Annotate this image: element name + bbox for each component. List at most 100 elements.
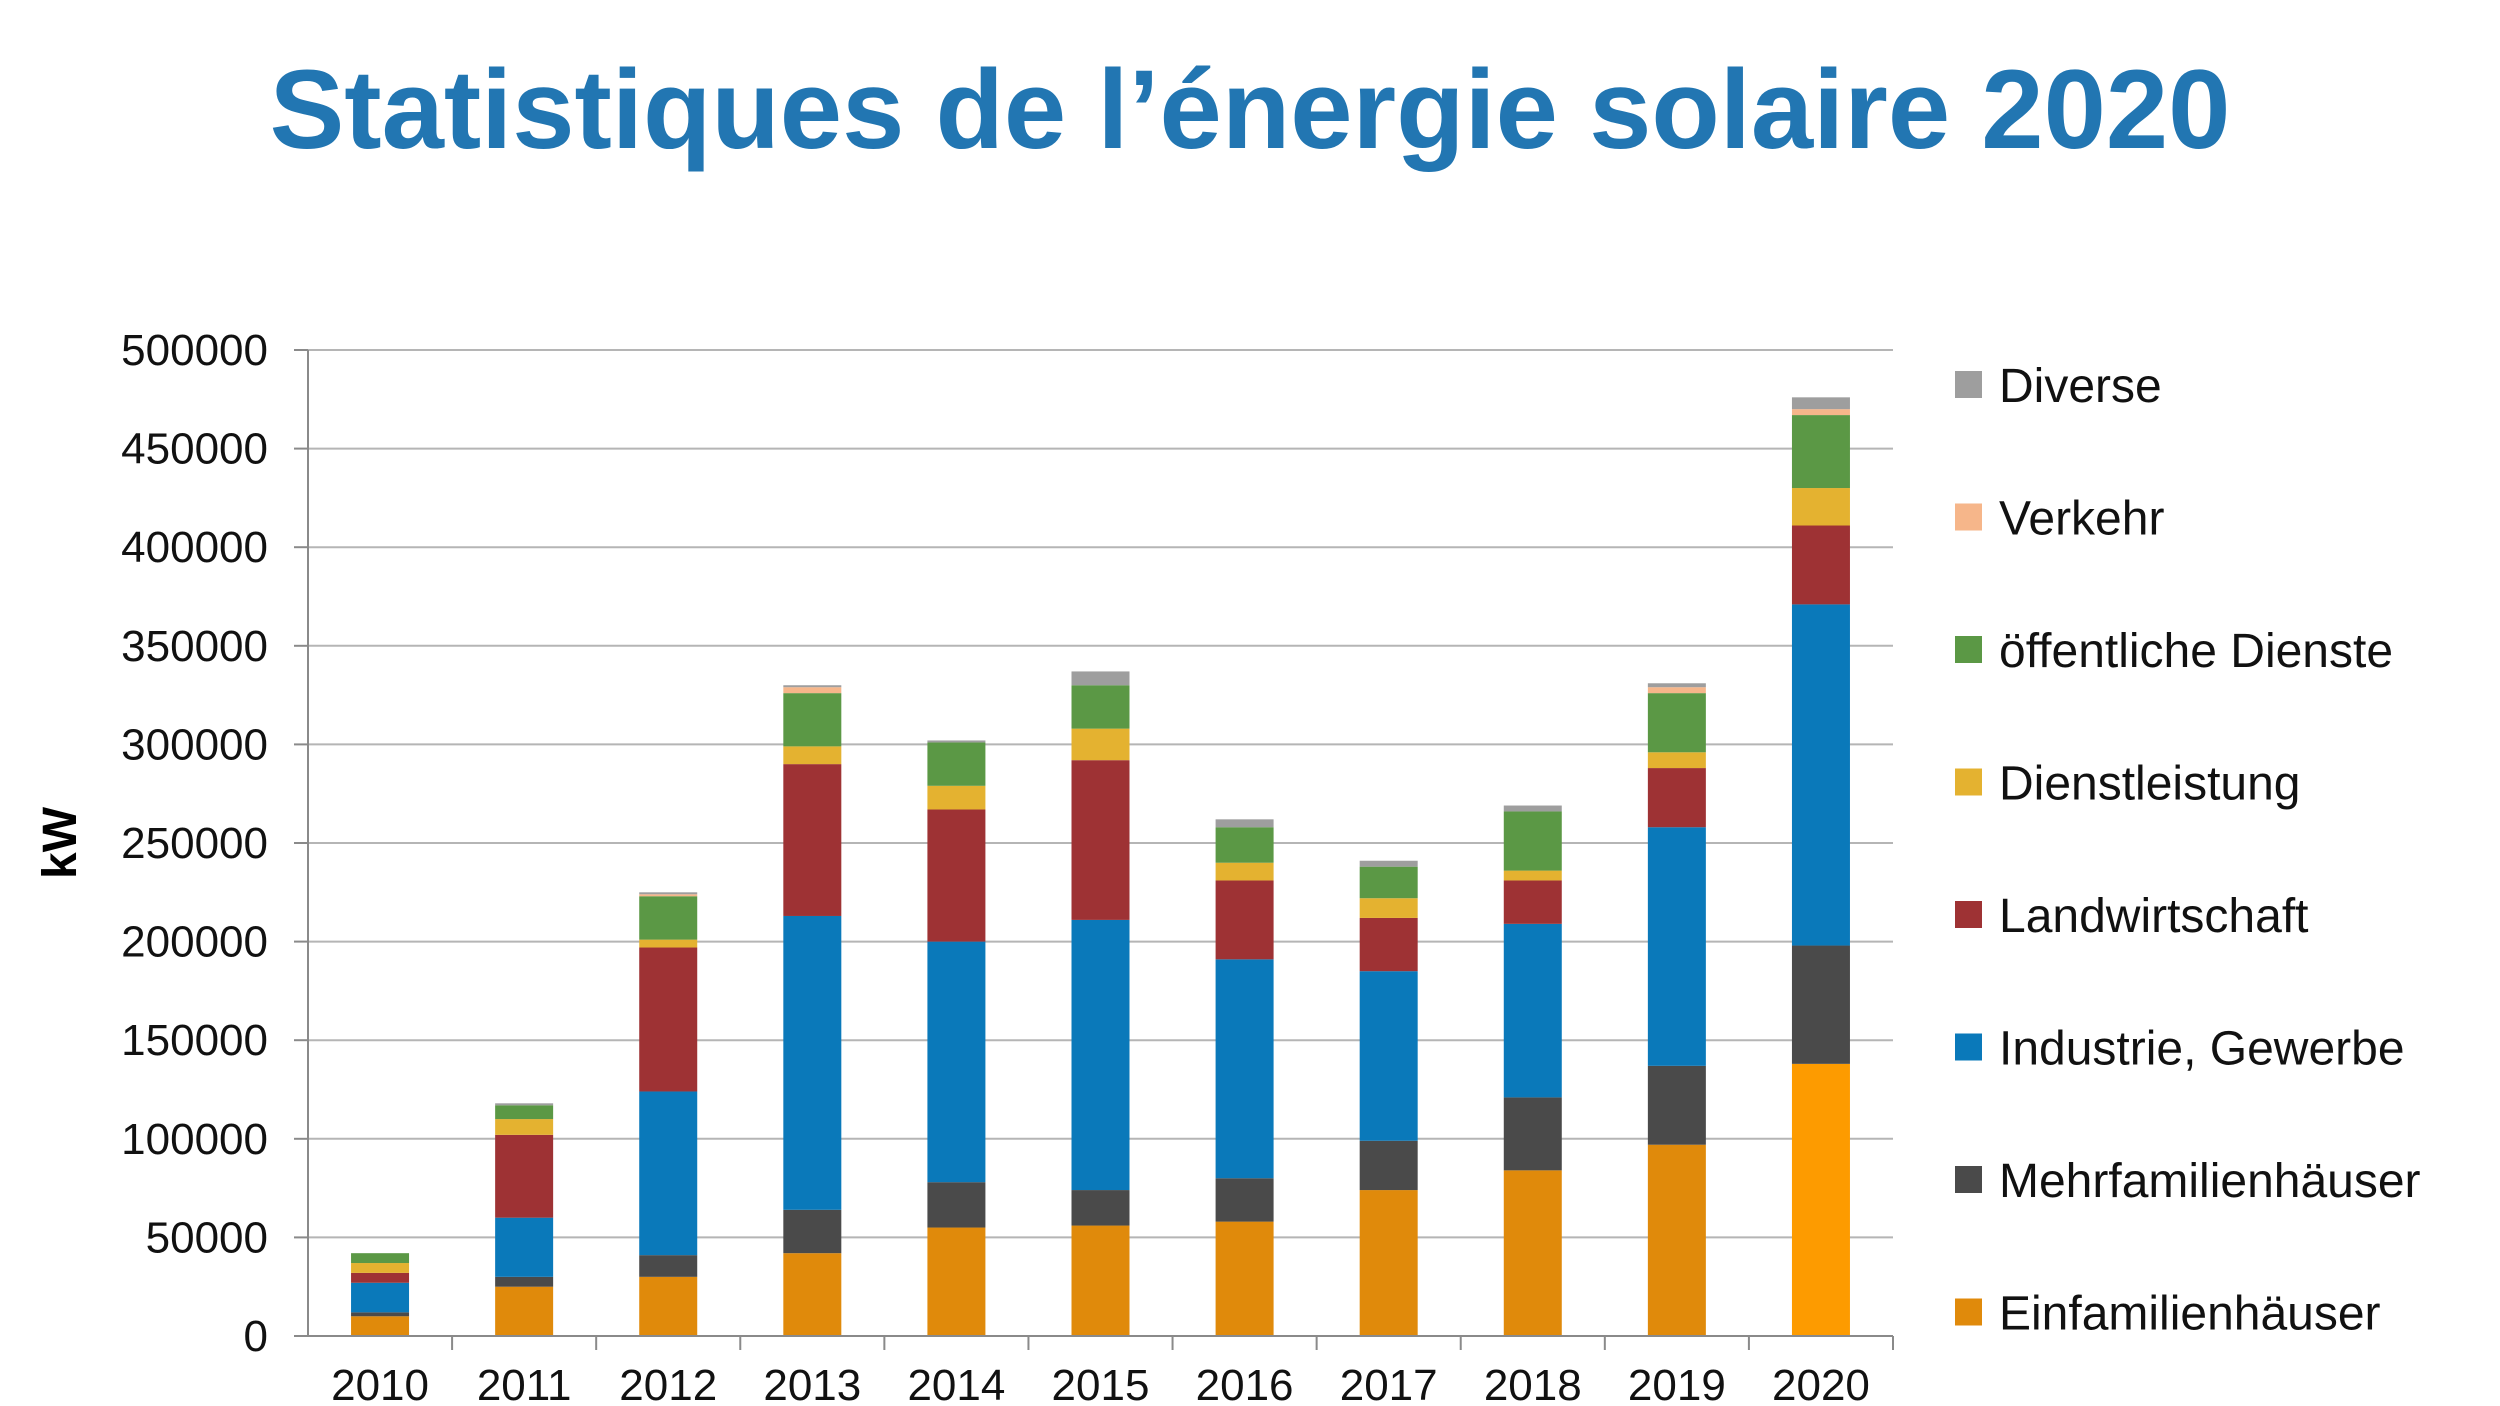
bar-segment	[1071, 919, 1130, 1191]
legend-swatch	[1955, 1033, 1982, 1061]
bar-segment	[1071, 1225, 1130, 1336]
bar-segment	[1071, 760, 1130, 920]
bar-segment	[1359, 1190, 1418, 1336]
bar-segment	[1647, 827, 1706, 1066]
bar-segment	[351, 1282, 410, 1313]
legend-swatch	[1955, 371, 1982, 398]
bar-segment	[1215, 959, 1274, 1179]
bar-segment	[1071, 671, 1130, 686]
bar-segment	[495, 1134, 554, 1218]
x-axis-ticks: 2010 2011 2012 2013 2014 2015 2016 2017 2018 2019…	[331, 1336, 1894, 1406]
bar-segment	[783, 915, 842, 1210]
bar-segment	[1215, 1221, 1274, 1336]
axes	[307, 350, 1893, 1337]
bar-segment	[1359, 917, 1418, 972]
bar-segment	[1791, 415, 1850, 489]
bar-segment	[927, 740, 986, 743]
bar-segment	[1503, 923, 1562, 1098]
y-tick-label: 350000	[121, 622, 268, 671]
x-tick-label: 2017	[1340, 1361, 1438, 1406]
legend-label: Mehrfamilienhäuser	[1999, 1155, 2421, 1208]
x-tick-label: 2010	[331, 1361, 429, 1406]
y-tick-label: 100000	[121, 1115, 268, 1164]
bar-segment	[1215, 819, 1274, 828]
bar-segment	[495, 1217, 554, 1277]
bar-segment	[1791, 397, 1850, 410]
bar-segment	[783, 764, 842, 916]
legend-label: Einfamilienhäuser	[1999, 1288, 2381, 1341]
x-tick-label: 2011	[477, 1361, 572, 1406]
bar-segment	[1359, 860, 1418, 867]
bar-segment	[1215, 880, 1274, 960]
bar-segment	[495, 1276, 554, 1287]
y-tick-label: 450000	[121, 425, 268, 474]
bar-segment	[639, 939, 698, 948]
bar-segment	[1503, 880, 1562, 924]
x-tick-label: 2020	[1772, 1361, 1870, 1406]
y-tick-label: 300000	[121, 720, 268, 769]
bar-segment	[783, 746, 842, 765]
bar-segment	[1791, 1063, 1850, 1336]
y-tick-label: 0	[244, 1312, 268, 1361]
bars	[351, 397, 1850, 1336]
legend-label: Verkehr	[1999, 493, 2164, 546]
bar-segment	[1359, 1140, 1418, 1191]
legend-label: öffentliche Dienste	[1999, 625, 2393, 678]
bar-segment	[639, 894, 698, 897]
legend-label: Landwirtschaft	[1999, 890, 2309, 943]
bar-segment	[1791, 409, 1850, 416]
bar-segment	[1647, 768, 1706, 828]
y-tick-label: 200000	[121, 918, 268, 967]
bar-segment	[927, 785, 986, 810]
bar-segment	[1647, 1065, 1706, 1145]
y-axis-ticks: 0 50000 100000 150000 200000 250000 300000 3500…	[121, 326, 308, 1361]
bar-segment	[639, 1276, 698, 1336]
x-tick-label: 2012	[619, 1361, 717, 1406]
bar-segment	[1647, 683, 1706, 688]
y-tick-label: 500000	[121, 326, 268, 375]
legend-label: Diverse	[1999, 360, 2162, 413]
bar-segment	[783, 1253, 842, 1336]
legend-swatch	[1955, 503, 1982, 531]
legend-swatch	[1955, 1298, 1982, 1326]
bar-segment	[351, 1272, 410, 1283]
x-tick-label: 2019	[1628, 1361, 1726, 1406]
page-title: Statistiques de l’énergie solaire 2020	[269, 47, 2231, 172]
legend-swatch	[1955, 1166, 1982, 1193]
legend-swatch	[1955, 901, 1982, 928]
bar-segment	[1071, 685, 1130, 729]
bar-segment	[927, 742, 986, 786]
bar-segment	[1503, 811, 1562, 871]
bar-segment	[1647, 752, 1706, 769]
bar-segment	[1503, 870, 1562, 881]
bar-segment	[783, 685, 842, 688]
bar-segment	[1215, 827, 1274, 863]
bar-segment	[351, 1263, 410, 1273]
legend-label: Dienstleistung	[1999, 758, 2301, 811]
bar-segment	[927, 1227, 986, 1336]
legend: Diverse Verkehr öffentliche Dienste Dienstl…	[1955, 360, 2421, 1341]
x-tick-label: 2013	[763, 1361, 861, 1406]
legend-swatch	[1955, 636, 1982, 663]
bar-segment	[1071, 1190, 1130, 1226]
bar-segment	[639, 1255, 698, 1277]
bar-segment	[495, 1103, 554, 1106]
bar-segment	[639, 947, 698, 1092]
bar-segment	[1791, 525, 1850, 605]
bar-segment	[1359, 898, 1418, 918]
bar-segment	[351, 1253, 410, 1264]
bar-segment	[1215, 1178, 1274, 1222]
bar-segment	[495, 1286, 554, 1336]
bar-segment	[783, 1209, 842, 1254]
y-tick-label: 400000	[121, 523, 268, 572]
bar-segment	[783, 693, 842, 747]
bar-segment	[1791, 488, 1850, 526]
bar-segment	[1503, 1170, 1562, 1336]
bar-segment	[639, 896, 698, 940]
bar-segment	[1503, 805, 1562, 812]
bar-segment	[927, 941, 986, 1183]
bar-segment	[927, 809, 986, 942]
y-tick-label: 150000	[121, 1016, 268, 1065]
bar-segment	[783, 687, 842, 694]
